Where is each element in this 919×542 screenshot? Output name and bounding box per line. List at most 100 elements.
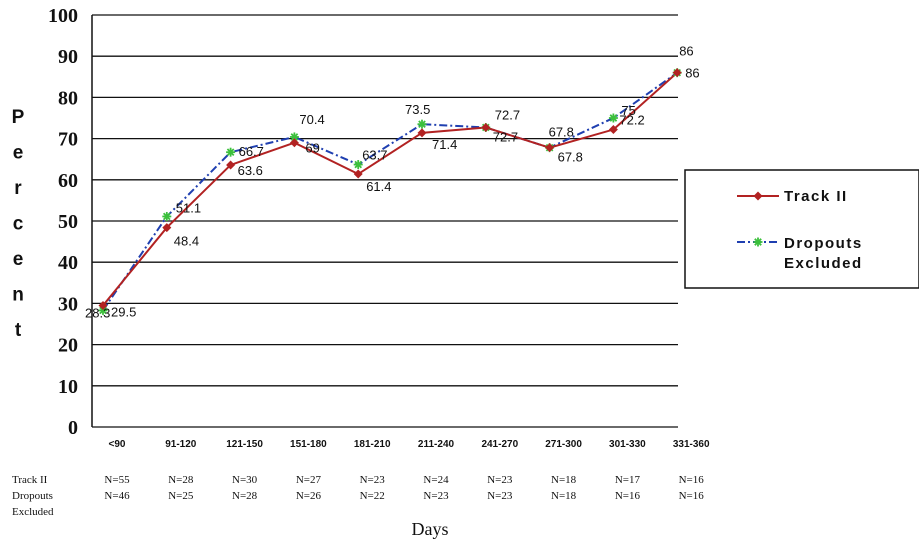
- y-axis-label-letter: e: [13, 249, 24, 270]
- n-table-cell: N=23: [423, 490, 449, 502]
- data-label-dropouts-excluded: 63.7: [362, 148, 387, 163]
- data-label-track-ii: 72.2: [619, 113, 644, 128]
- y-tick-label: 30: [58, 293, 78, 315]
- n-table-row-label: Dropouts: [12, 490, 53, 502]
- n-table-cell: N=22: [360, 490, 385, 502]
- data-label-dropouts-excluded: 86: [679, 44, 693, 59]
- marker-asterisk: [417, 119, 427, 129]
- n-table-cell: N=16: [679, 474, 705, 486]
- n-table: Track II N=55 N=28 N=30 N=27 N=23 N=24 N=23 N=18…: [12, 474, 704, 518]
- x-tick-label: 331-360: [673, 439, 710, 450]
- marker-diamond: [226, 160, 236, 170]
- x-tick-label: 211-240: [418, 439, 455, 450]
- n-table-cell: N=18: [551, 474, 577, 486]
- marker-diamond: [753, 191, 763, 201]
- marker-asterisk: [608, 113, 618, 123]
- x-tick-label: 151-180: [290, 439, 327, 450]
- series-line-dropouts-excluded: [102, 71, 678, 311]
- x-tick-label: 241-270: [481, 439, 518, 450]
- n-table-cell: N=24: [423, 474, 449, 486]
- n-table-cell: N=16: [679, 490, 705, 502]
- marker-asterisk-stroke: [418, 120, 426, 128]
- marker-diamond: [162, 223, 172, 233]
- data-label-track-ii: 63.6: [238, 163, 263, 178]
- x-tick-label: 181-210: [354, 439, 391, 450]
- marker-asterisk-stroke: [609, 114, 618, 122]
- data-label-track-ii: 48.4: [174, 234, 199, 249]
- x-axis-label: Days: [412, 519, 449, 539]
- marker-asterisk: [353, 160, 363, 170]
- n-table-cell: N=23: [487, 490, 513, 502]
- y-tick-label: 100: [48, 5, 78, 27]
- marker-asterisk: [753, 237, 763, 247]
- marker-diamond: [481, 122, 491, 132]
- legend-label-track-ii: Track II: [784, 188, 848, 205]
- n-table-cell: N=16: [615, 490, 641, 502]
- data-label-dropouts-excluded: 28.3: [85, 305, 110, 320]
- data-label-dropouts-excluded: 70.4: [299, 112, 324, 127]
- y-axis-label-letter: t: [15, 320, 22, 341]
- n-table-cell: N=28: [168, 474, 194, 486]
- data-label-track-ii: 71.4: [432, 137, 457, 152]
- n-table-cell: N=30: [232, 474, 258, 486]
- marker-diamond: [417, 128, 427, 138]
- data-label-track-ii: 67.8: [558, 150, 583, 165]
- y-tick-label: 60: [58, 170, 78, 192]
- y-tick-label: 80: [58, 87, 78, 109]
- data-label-track-ii: 61.4: [366, 179, 391, 194]
- data-label-dropouts-excluded: 73.5: [405, 102, 430, 117]
- marker-asterisk-stroke: [290, 133, 299, 141]
- x-tick-label: 301-330: [609, 439, 646, 450]
- marker-asterisk-stroke: [354, 160, 363, 169]
- marker-diamond: [353, 169, 363, 179]
- marker-asterisk: [162, 211, 172, 221]
- marker-asterisk-stroke: [162, 212, 171, 221]
- x-tick-label: <90: [109, 439, 126, 450]
- marker-diamond: [98, 300, 108, 310]
- data-labels: 29.5 48.4 63.6 69 61.4 71.4 72.7 67.8 72.2 86 28.3…: [85, 44, 700, 321]
- marker-asterisk-stroke: [226, 148, 235, 157]
- x-tick-label: 91-120: [165, 439, 197, 450]
- n-table-cell: N=26: [296, 490, 322, 502]
- x-tick-label: 121-150: [226, 439, 263, 450]
- n-table-cell: N=17: [615, 474, 641, 486]
- y-axis-label-letter: r: [14, 178, 22, 199]
- y-axis-label-letter: e: [13, 143, 24, 164]
- x-axis-ticks: <90 91-120 121-150 151-180 181-210 211-240 241…: [109, 439, 710, 450]
- y-tick-label: 90: [58, 46, 78, 68]
- y-tick-label: 50: [58, 211, 78, 233]
- y-axis-ticks: 0 10 20 30 40 50 60 70 80 90 100: [48, 5, 78, 439]
- data-label-track-ii: 29.5: [111, 304, 136, 319]
- legend: Track II Dropouts Excluded: [684, 169, 919, 289]
- legend-label-dropouts-excluded: Dropouts: [784, 235, 863, 252]
- n-table-cell: N=46: [104, 490, 130, 502]
- y-axis-label-letter: c: [13, 214, 24, 235]
- legend-label-dropouts-excluded: Excluded: [784, 255, 863, 272]
- data-label-track-ii: 86: [685, 66, 699, 81]
- data-label-dropouts-excluded: 66.7: [239, 144, 264, 159]
- n-table-row-label: Track II: [12, 474, 48, 486]
- data-label-track-ii: 72.7: [493, 129, 518, 144]
- y-tick-label: 40: [58, 252, 78, 274]
- x-tick-label: 271-300: [545, 439, 582, 450]
- y-axis-label-letter: n: [12, 285, 24, 306]
- n-table-cell: N=23: [360, 474, 386, 486]
- y-tick-label: 0: [68, 417, 78, 439]
- marker-diamond: [545, 143, 555, 153]
- n-table-row-label: Excluded: [12, 506, 54, 518]
- legend-box: [684, 169, 919, 289]
- y-tick-label: 70: [58, 129, 78, 151]
- data-label-dropouts-excluded: 51.1: [176, 200, 201, 215]
- series-group: [98, 68, 682, 315]
- marker-asterisk: [226, 147, 236, 157]
- data-label-dropouts-excluded: 67.8: [549, 125, 574, 140]
- data-label-track-ii: 69: [305, 141, 319, 156]
- y-tick-label: 20: [58, 335, 78, 357]
- marker-asterisk-stroke: [99, 306, 107, 315]
- marker-diamond: [289, 138, 299, 148]
- marker-diamond: [672, 68, 682, 78]
- n-table-cell: N=28: [232, 490, 258, 502]
- y-axis-label-letter: P: [12, 107, 25, 128]
